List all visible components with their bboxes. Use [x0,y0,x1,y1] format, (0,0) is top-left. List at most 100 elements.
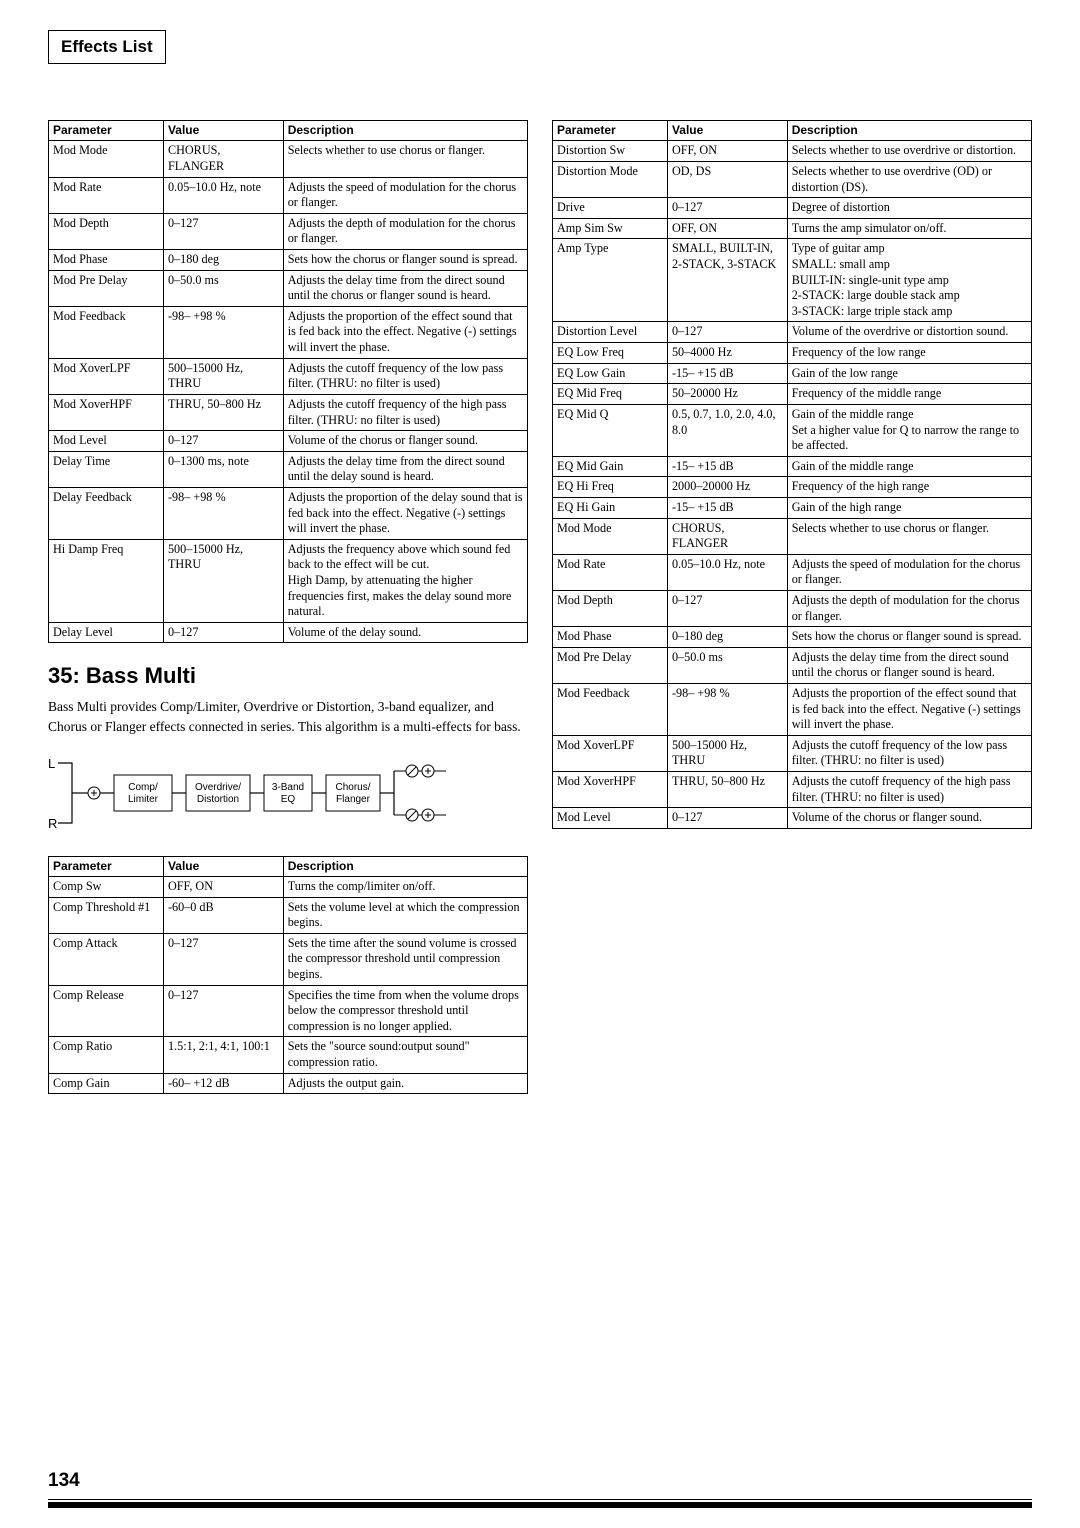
cell-value: 0–127 [163,431,283,452]
cell-param: Mod Feedback [553,684,668,736]
svg-text:Chorus/: Chorus/ [335,782,370,793]
cell-desc: Adjusts the cutoff frequency of the low … [787,735,1031,771]
header-value: Value [163,121,283,141]
cell-desc: Adjusts the speed of modulation for the … [283,177,527,213]
cell-desc: Sets how the chorus or flanger sound is … [787,627,1031,648]
cell-desc: Selects whether to use chorus or flanger… [283,141,527,177]
table-row: EQ Hi Freq2000–20000 HzFrequency of the … [553,477,1032,498]
table-row: Mod Level0–127Volume of the chorus or fl… [553,808,1032,829]
cell-value: 0–127 [667,808,787,829]
cell-desc: Selects whether to use overdrive or dist… [787,141,1031,162]
table-row: Mod ModeCHORUS, FLANGERSelects whether t… [553,518,1032,554]
cell-value: -60– +12 dB [163,1073,283,1094]
cell-value: 0–50.0 ms [163,270,283,306]
page-title-text: Effects List [61,37,153,56]
page-title-box: Effects List [48,30,166,64]
cell-value: 0–127 [667,198,787,219]
diagram-label-R: R [48,816,57,831]
cell-desc: Adjusts the cutoff frequency of the low … [283,358,527,394]
cell-desc: Adjusts the delay time from the direct s… [283,270,527,306]
svg-text:Comp/: Comp/ [128,782,158,793]
table-row: EQ Mid Freq50–20000 HzFrequency of the m… [553,384,1032,405]
table-row: Mod Phase0–180 degSets how the chorus or… [49,250,528,271]
cell-param: Mod Feedback [49,306,164,358]
cell-desc: Gain of the middle range Set a higher va… [787,404,1031,456]
cell-desc: Gain of the low range [787,363,1031,384]
header-desc: Description [787,121,1031,141]
cell-param: Mod XoverHPF [553,772,668,808]
cell-value: 500–15000 Hz, THRU [163,539,283,622]
cell-param: Distortion Level [553,322,668,343]
cell-param: EQ Low Gain [553,363,668,384]
cell-param: EQ Mid Freq [553,384,668,405]
cell-value: 0–180 deg [667,627,787,648]
cell-desc: Adjusts the depth of modulation for the … [787,590,1031,626]
cell-value: 2000–20000 Hz [667,477,787,498]
table-row: Delay Level0–127Volume of the delay soun… [49,622,528,643]
cell-desc: Gain of the high range [787,497,1031,518]
table-row: Amp Sim SwOFF, ONTurns the amp simulator… [553,218,1032,239]
cell-desc: Adjusts the cutoff frequency of the high… [283,394,527,430]
table-row: Mod XoverLPF500–15000 Hz, THRUAdjusts th… [553,735,1032,771]
header-desc: Description [283,121,527,141]
signal-flow-diagram: L R Comp/ Limiter Overdrive/ Distortion [48,753,528,838]
table-row: EQ Low Gain-15– +15 dBGain of the low ra… [553,363,1032,384]
cell-value: 0–1300 ms, note [163,451,283,487]
table-row: Mod XoverLPF500–15000 Hz, THRUAdjusts th… [49,358,528,394]
cell-desc: Adjusts the proportion of the effect sou… [283,306,527,358]
cell-param: Comp Sw [49,876,164,897]
table-row: Distortion SwOFF, ONSelects whether to u… [553,141,1032,162]
svg-text:Distortion: Distortion [197,794,239,805]
cell-desc: Turns the comp/limiter on/off. [283,876,527,897]
table-row: EQ Low Freq50–4000 HzFrequency of the lo… [553,343,1032,364]
table-row: Hi Damp Freq500–15000 Hz, THRUAdjusts th… [49,539,528,622]
cell-desc: Adjusts the proportion of the delay soun… [283,487,527,539]
section-intro: Bass Multi provides Comp/Limiter, Overdr… [48,697,528,736]
table-row: Delay Time0–1300 ms, noteAdjusts the del… [49,451,528,487]
table-row: Comp Attack0–127Sets the time after the … [49,933,528,985]
cell-desc: Volume of the chorus or flanger sound. [787,808,1031,829]
cell-param: Mod Phase [49,250,164,271]
cell-value: OFF, ON [667,141,787,162]
table-row: EQ Hi Gain-15– +15 dBGain of the high ra… [553,497,1032,518]
cell-param: Delay Feedback [49,487,164,539]
cell-param: Amp Sim Sw [553,218,668,239]
cell-desc: Selects whether to use overdrive (OD) or… [787,161,1031,197]
cell-param: Mod Level [49,431,164,452]
table-row: Mod Phase0–180 degSets how the chorus or… [553,627,1032,648]
cell-value: OFF, ON [163,876,283,897]
cell-param: Mod Depth [49,213,164,249]
table-row: Mod Depth0–127Adjusts the depth of modul… [553,590,1032,626]
cell-param: Mod Mode [553,518,668,554]
cell-param: Mod Phase [553,627,668,648]
cell-value: THRU, 50–800 Hz [163,394,283,430]
cell-param: Distortion Sw [553,141,668,162]
cell-value: 500–15000 Hz, THRU [163,358,283,394]
params-table-bottom-left: Parameter Value Description Comp SwOFF, … [48,856,528,1095]
svg-text:Limiter: Limiter [128,794,159,805]
cell-desc: Frequency of the high range [787,477,1031,498]
table-row: Mod ModeCHORUS, FLANGERSelects whether t… [49,141,528,177]
cell-value: 0–180 deg [163,250,283,271]
cell-value: SMALL, BUILT-IN, 2-STACK, 3-STACK [667,239,787,322]
cell-value: CHORUS, FLANGER [667,518,787,554]
cell-param: Mod Pre Delay [49,270,164,306]
table-row: Comp Release0–127Specifies the time from… [49,985,528,1037]
cell-desc: Adjusts the depth of modulation for the … [283,213,527,249]
cell-desc: Sets the "source sound:output sound" com… [283,1037,527,1073]
svg-text:Overdrive/: Overdrive/ [195,782,241,793]
cell-desc: Turns the amp simulator on/off. [787,218,1031,239]
cell-desc: Gain of the middle range [787,456,1031,477]
params-table-right: Parameter Value Description Distortion S… [552,120,1032,829]
cell-value: -15– +15 dB [667,363,787,384]
cell-value: -98– +98 % [667,684,787,736]
table-row: Mod Depth0–127Adjusts the depth of modul… [49,213,528,249]
cell-param: Mod XoverLPF [49,358,164,394]
table-row: Delay Feedback-98– +98 %Adjusts the prop… [49,487,528,539]
table-row: Mod Feedback-98– +98 %Adjusts the propor… [553,684,1032,736]
cell-desc: Volume of the chorus or flanger sound. [283,431,527,452]
cell-param: EQ Mid Q [553,404,668,456]
table-row: Mod Pre Delay0–50.0 msAdjusts the delay … [49,270,528,306]
cell-param: Comp Attack [49,933,164,985]
right-column: Parameter Value Description Distortion S… [552,120,1032,1094]
